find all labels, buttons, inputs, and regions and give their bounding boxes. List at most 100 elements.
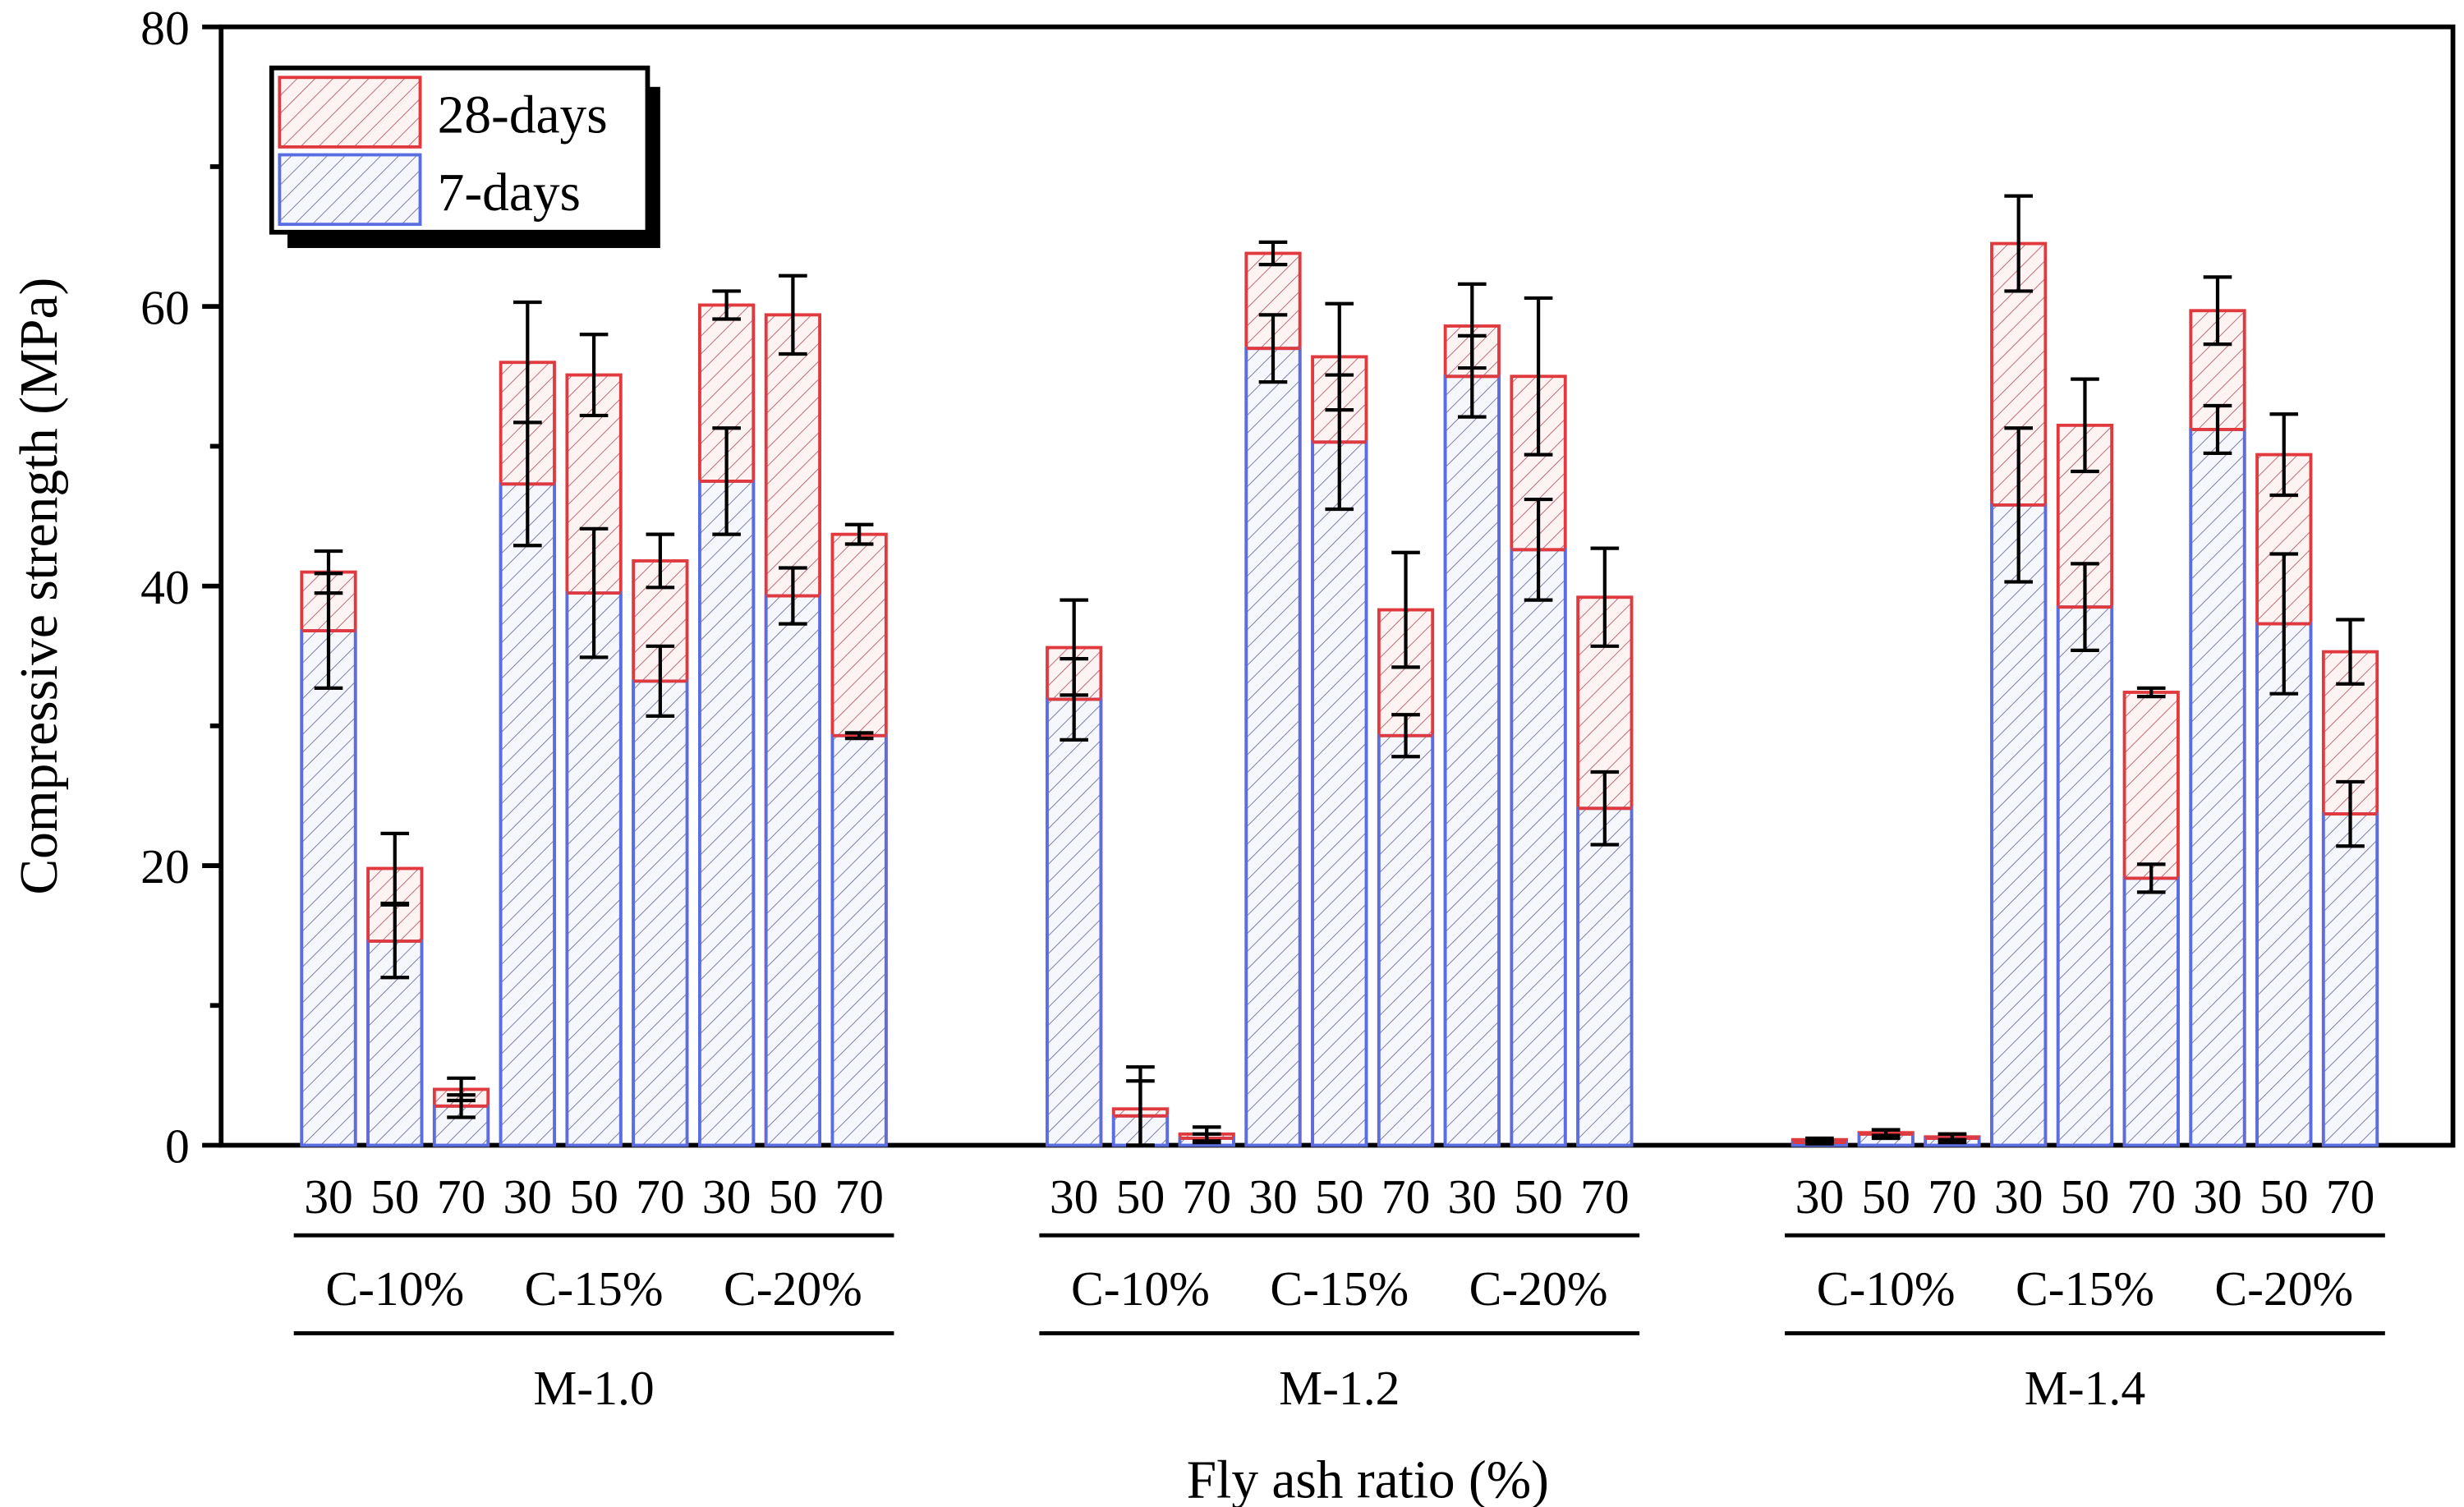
x-category-label: 30 — [1994, 1169, 2043, 1224]
x-category-label: 70 — [834, 1169, 884, 1224]
x-category-label: 50 — [1315, 1169, 1364, 1224]
x-category-label: 30 — [1448, 1169, 1497, 1224]
x-category-label: 70 — [1182, 1169, 1231, 1224]
x-category-label: 50 — [370, 1169, 420, 1224]
error-bar-28-days — [844, 522, 874, 546]
error-bar-7-days — [1524, 497, 1553, 602]
error-bar-7-days — [314, 572, 343, 690]
x-category-label: 30 — [304, 1169, 353, 1224]
x-category-label: 30 — [1795, 1169, 1845, 1224]
bar-7-days — [499, 482, 556, 1147]
x-category-label: 50 — [1116, 1169, 1165, 1224]
bar-7-days — [2255, 622, 2313, 1147]
legend-label-7-days: 7-days — [438, 163, 581, 223]
error-bar-28-days — [712, 289, 741, 321]
error-bar-7-days — [712, 426, 741, 536]
error-bar-7-days — [2203, 403, 2232, 456]
x-subgroup-label: C-15% — [525, 1261, 664, 1316]
y-tick-label: 20 — [140, 839, 190, 894]
legend: 28-days 7-days — [269, 65, 660, 248]
bar-7-days — [1990, 503, 2048, 1147]
bar-7-days — [1311, 440, 1368, 1147]
legend-swatch-28-days — [278, 76, 422, 149]
error-bar-28-days — [779, 273, 807, 356]
error-bar-7-days — [1590, 770, 1620, 847]
error-bar-7-days — [2071, 562, 2099, 653]
y-axis: 0 20 40 60 80 — [140, 1, 222, 1174]
x-category-label: 70 — [636, 1169, 685, 1224]
x-subgroup-label: C-15% — [2016, 1261, 2154, 1316]
error-bar-7-days — [2004, 426, 2033, 584]
x-subgroup-label: C-15% — [1270, 1261, 1409, 1316]
x-group-label: M-1.0 — [533, 1361, 654, 1415]
x-subgroup-label: C-10% — [1817, 1261, 1956, 1316]
error-bar-28-days — [579, 333, 609, 418]
error-bar-7-days — [1805, 1139, 1834, 1146]
error-bar-7-days — [1325, 373, 1354, 512]
bar-7-days — [1443, 374, 1501, 1147]
bar-7-days — [1046, 697, 1103, 1147]
bar-7-days — [565, 591, 623, 1147]
error-bar-7-days — [1871, 1128, 1901, 1141]
x-category-label: 50 — [1514, 1169, 1563, 1224]
error-bar-7-days — [1060, 657, 1088, 742]
error-bar-28-days — [1524, 296, 1553, 457]
x-subgroup-label: C-20% — [1469, 1261, 1608, 1316]
bar-7-days — [2189, 428, 2246, 1147]
bar-7-days — [2321, 812, 2379, 1147]
y-tick-label: 0 — [165, 1119, 190, 1174]
x-subgroup-label: C-10% — [325, 1261, 464, 1316]
x-category-label: 50 — [1861, 1169, 1910, 1224]
x-subgroup-label: C-20% — [2214, 1261, 2353, 1316]
bar-7-days — [764, 594, 821, 1147]
error-bar-7-days — [2136, 862, 2166, 894]
legend-item-7-days: 7-days — [278, 153, 581, 227]
x-category-label: 70 — [1381, 1169, 1431, 1224]
bar-7-days — [1244, 347, 1302, 1147]
y-tick-label: 60 — [140, 280, 190, 334]
legend-label-28-days: 28-days — [438, 86, 608, 145]
bars — [300, 241, 2379, 1147]
bar-7-days — [300, 629, 357, 1147]
y-tick-label: 80 — [140, 1, 190, 55]
error-bar-28-days — [2004, 194, 2033, 293]
x-category-label: 70 — [437, 1169, 486, 1224]
error-bars — [314, 194, 2365, 1147]
x-category-label: 50 — [769, 1169, 818, 1224]
error-bar-7-days — [1126, 1079, 1155, 1147]
x-category-label: 70 — [1580, 1169, 1630, 1224]
x-category-label: 30 — [1248, 1169, 1298, 1224]
bar-7-days — [632, 679, 689, 1147]
x-category-label: 70 — [2126, 1169, 2176, 1224]
x-category-label: 70 — [2326, 1169, 2375, 1224]
y-axis-title: Compressive strength (MPa) — [10, 278, 69, 895]
bar-7-days — [2056, 605, 2114, 1147]
legend-swatch-7-days — [278, 153, 422, 227]
error-bar-7-days — [844, 731, 874, 741]
x-category-label: 30 — [702, 1169, 752, 1224]
bar-7-days — [1576, 806, 1634, 1147]
x-group-label: M-1.4 — [2025, 1361, 2145, 1415]
error-bar-7-days — [646, 644, 675, 719]
error-bar-28-days — [2203, 275, 2232, 347]
error-bar-7-days — [1938, 1132, 1967, 1145]
legend-item-28-days: 28-days — [278, 76, 608, 149]
bar-7-days — [698, 480, 756, 1147]
error-bar-28-days — [2136, 686, 2166, 699]
error-bar-7-days — [380, 903, 410, 980]
x-subgroup-label: C-20% — [724, 1261, 862, 1316]
error-bar-7-days — [447, 1093, 476, 1119]
error-bar-28-days — [1258, 240, 1288, 267]
bar-7-days — [2122, 876, 2180, 1147]
x-category-label: 30 — [503, 1169, 553, 1224]
bar-7-days — [1510, 548, 1567, 1147]
error-bar-28-days — [2071, 377, 2099, 474]
x-axis: 30 50 70 C-10% 30 50 70 C-15% 30 50 70 C-20% M-1.0 30… — [293, 1169, 2385, 1415]
error-bar-7-days — [513, 420, 542, 548]
x-axis-title: Fly ash ratio (%) — [1187, 1450, 1549, 1507]
error-bar-28-days — [2269, 412, 2299, 498]
error-bar-28-days — [646, 532, 675, 590]
error-bar-7-days — [2269, 552, 2299, 696]
error-bar-7-days — [1192, 1132, 1221, 1145]
